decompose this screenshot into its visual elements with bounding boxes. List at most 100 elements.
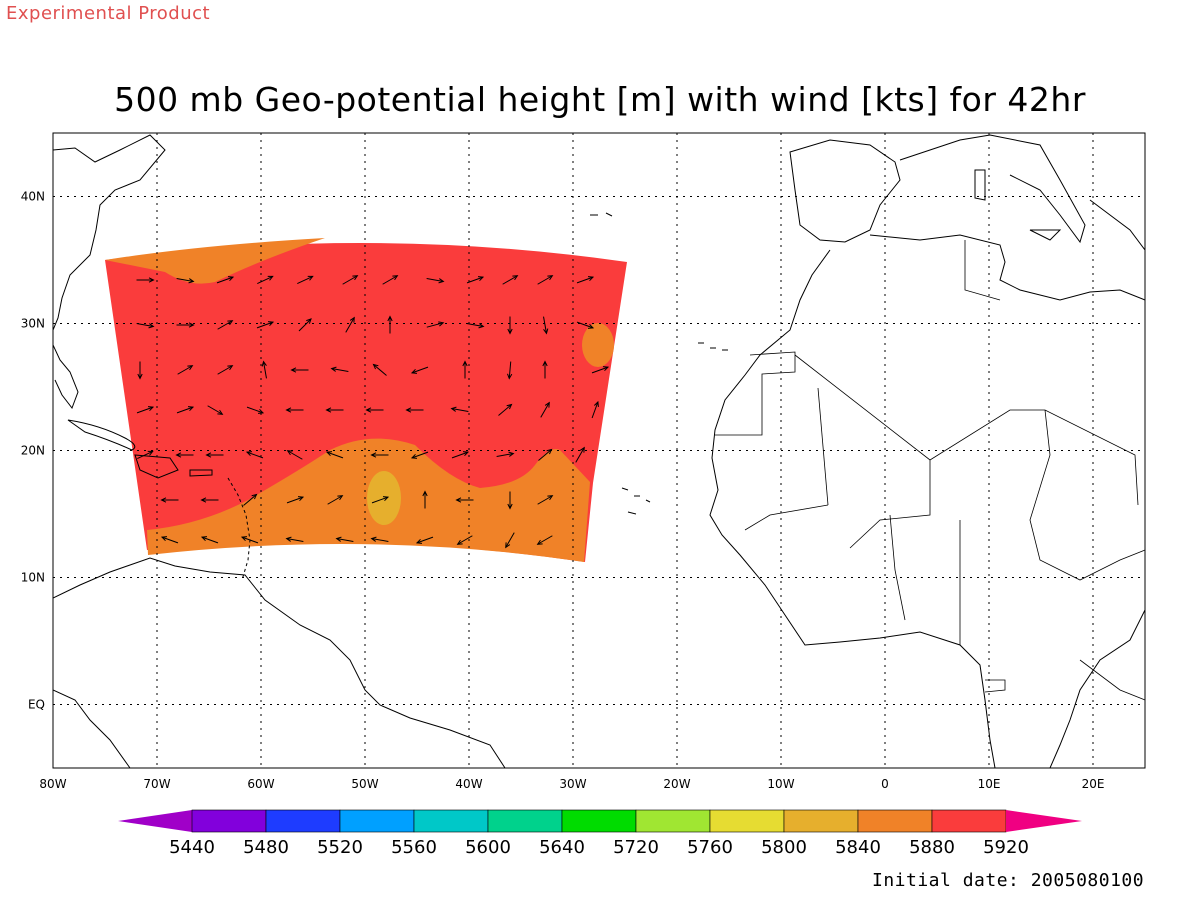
wind-arrow — [137, 361, 143, 380]
wind-arrow — [257, 275, 274, 285]
coastline-europe — [899, 134, 1145, 251]
wind-arrow — [298, 318, 312, 332]
lon-tick-label: 80W — [39, 777, 66, 791]
colorbar: 5440 5480 5520 5560 5600 5640 5720 5760 5800 5840… — [118, 809, 1082, 858]
wind-arrow — [136, 406, 155, 414]
lon-tick-label: 60W — [247, 777, 274, 791]
lon-tick-label: 70W — [143, 777, 170, 791]
coastline-canary-islands — [698, 342, 728, 351]
map-frame — [52, 132, 1146, 769]
wind-arrow — [591, 400, 599, 419]
colorbar-label: 5800 — [761, 837, 807, 858]
wind-arrow — [297, 275, 314, 285]
wind-arrow — [217, 365, 234, 375]
wind-arrow — [462, 360, 468, 379]
wind-arrow — [382, 275, 399, 285]
wind-arrow — [342, 275, 359, 285]
height-field — [105, 238, 627, 562]
wind-arrow — [243, 493, 258, 506]
wind-arrow — [426, 278, 445, 284]
coastlines — [53, 134, 1145, 768]
wind-arrow — [175, 452, 194, 458]
wind-arrow — [176, 322, 195, 328]
lon-tick-label: 20E — [1082, 777, 1105, 791]
colorbar-bin — [931, 809, 1007, 833]
colorbar-label: 5520 — [317, 837, 363, 858]
wind-arrow — [536, 535, 553, 545]
map-title: 500 mb Geo-potential height [m] with win… — [114, 80, 1086, 119]
wind-arrow — [245, 451, 264, 459]
wind-arrow — [410, 451, 429, 459]
height-field-5920 — [105, 242, 627, 562]
wind-arrow — [502, 275, 519, 285]
wind-arrow — [370, 536, 389, 542]
lat-tick-label: EQ — [28, 698, 45, 712]
coastline-lesser-antilles — [227, 477, 251, 581]
coastline-north-america — [53, 134, 166, 331]
wind-arrow — [537, 495, 554, 505]
wind-arrow — [177, 365, 194, 375]
wind-arrow — [537, 275, 554, 285]
wind-arrow — [330, 366, 349, 372]
wind-arrow — [543, 316, 549, 335]
coastline-south-america — [53, 557, 506, 768]
wind-arrow — [137, 450, 154, 460]
border-algeria-tunisia — [964, 240, 1001, 301]
wind-arrow — [285, 536, 304, 542]
colorbar-extend-low — [118, 810, 192, 832]
colorbar-label: 5920 — [983, 837, 1029, 858]
lon-tick-label: 50W — [351, 777, 378, 791]
wind-arrow — [456, 535, 473, 545]
lon-tick-label: 30W — [559, 777, 586, 791]
wind-arrow — [387, 315, 393, 334]
wind-arrow — [200, 536, 219, 544]
wind-arrow — [261, 360, 267, 379]
wind-arrow — [466, 276, 485, 284]
border-gabon — [984, 679, 1006, 693]
wind-arrow — [286, 496, 305, 504]
wind-arrow — [217, 320, 234, 330]
height-field-5840 — [367, 471, 401, 525]
lon-tick-label: 10W — [767, 777, 794, 791]
coastline-iberia — [789, 139, 901, 243]
wind-arrow — [205, 452, 224, 458]
colorbar-bin — [635, 809, 711, 833]
wind-arrow — [246, 406, 265, 414]
wind-arrow — [426, 321, 445, 328]
border-mali-burkina — [849, 460, 931, 549]
coastline-islands-med — [974, 169, 1062, 241]
wind-arrow — [576, 276, 595, 284]
coastline-hispaniola — [134, 454, 179, 479]
wind-arrow — [507, 491, 513, 510]
colorbar-label: 5600 — [465, 837, 511, 858]
lon-tick-label: 10E — [978, 777, 1001, 791]
wind-arrow — [335, 536, 354, 542]
lat-tick-label: 20N — [21, 444, 45, 458]
wind-arrow — [365, 407, 384, 413]
wind-arrow — [591, 366, 610, 374]
border-algeria-mali-niger — [794, 354, 1139, 506]
colorbar-label: 5720 — [613, 837, 659, 858]
country-borders — [715, 240, 1145, 701]
colorbar-bin — [413, 809, 489, 833]
coastline-cape-verde — [621, 487, 651, 515]
lon-tick-label: 40W — [455, 777, 482, 791]
wind-arrow — [575, 446, 585, 463]
wind-arrow — [325, 407, 344, 413]
colorbar-label: 5480 — [243, 837, 289, 858]
height-field-5880-east — [582, 323, 614, 367]
wind-arrow — [507, 361, 513, 380]
wind-arrow — [451, 451, 470, 459]
wind-arrow — [136, 323, 155, 329]
border-western-sahara — [715, 351, 796, 436]
colorbar-bin — [265, 809, 341, 833]
colorbar-bin — [561, 809, 637, 833]
initial-date: Initial date: 2005080100 — [872, 870, 1145, 891]
coastline-puerto-rico — [189, 469, 213, 477]
wind-arrow — [540, 401, 550, 418]
wind-arrow — [370, 452, 389, 458]
coastline-africa — [709, 234, 1145, 768]
colorbar-bin — [191, 809, 267, 833]
coastline-florida — [53, 344, 79, 410]
wind-arrow — [538, 448, 553, 461]
